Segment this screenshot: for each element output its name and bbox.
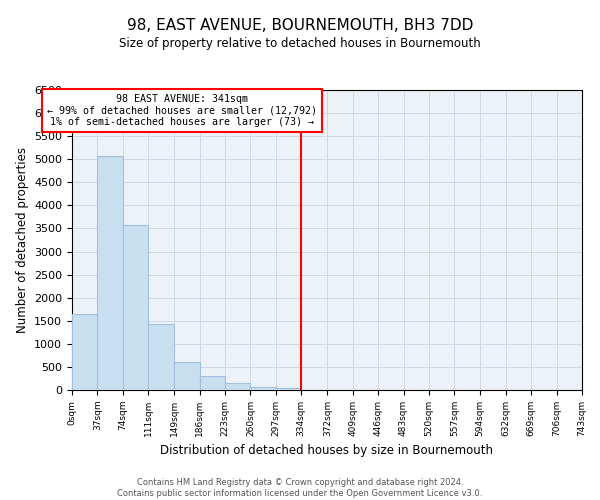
Bar xyxy=(174,362,200,390)
Text: 98, EAST AVENUE, BOURNEMOUTH, BH3 7DD: 98, EAST AVENUE, BOURNEMOUTH, BH3 7DD xyxy=(127,18,473,32)
Y-axis label: Number of detached properties: Number of detached properties xyxy=(16,147,29,333)
Bar xyxy=(97,156,123,390)
Bar xyxy=(72,314,97,390)
Bar xyxy=(148,324,174,390)
Bar xyxy=(200,376,225,390)
Text: Size of property relative to detached houses in Bournemouth: Size of property relative to detached ho… xyxy=(119,38,481,51)
Bar xyxy=(276,388,301,390)
X-axis label: Distribution of detached houses by size in Bournemouth: Distribution of detached houses by size … xyxy=(161,444,493,458)
Bar xyxy=(250,386,276,390)
Text: Contains HM Land Registry data © Crown copyright and database right 2024.
Contai: Contains HM Land Registry data © Crown c… xyxy=(118,478,482,498)
Bar xyxy=(123,225,148,390)
Bar xyxy=(225,383,250,390)
Text: 98 EAST AVENUE: 341sqm
← 99% of detached houses are smaller (12,792)
1% of semi-: 98 EAST AVENUE: 341sqm ← 99% of detached… xyxy=(47,94,317,128)
